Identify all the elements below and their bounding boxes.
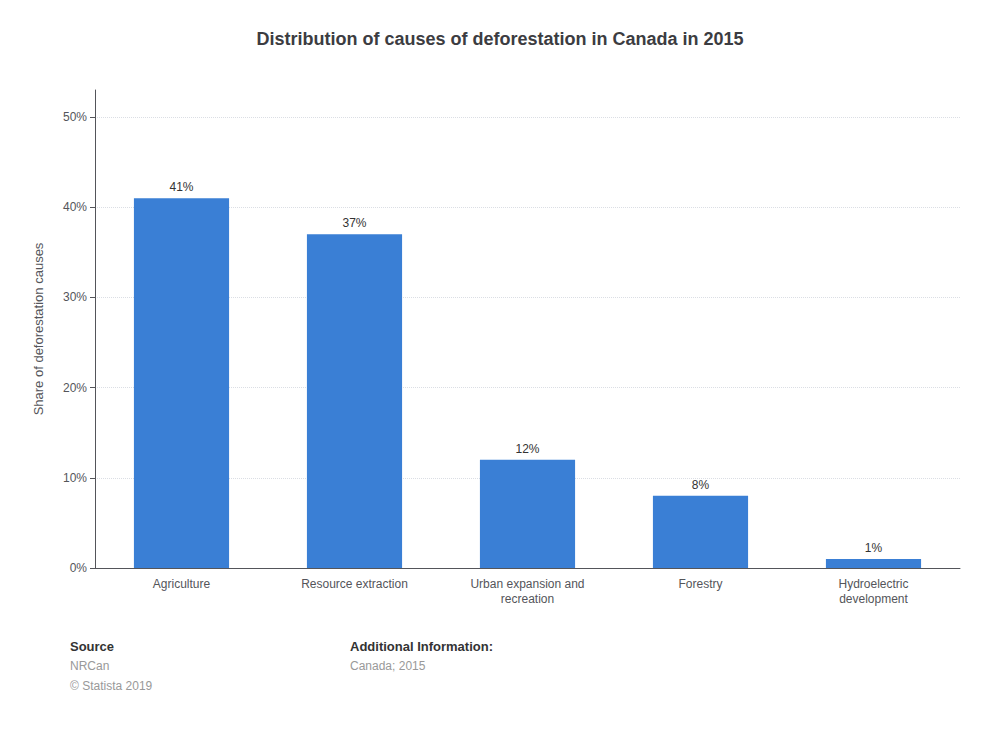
svg-text:development: development (839, 592, 908, 606)
svg-text:8%: 8% (692, 478, 710, 492)
svg-text:Canada; 2015: Canada; 2015 (350, 659, 426, 673)
svg-text:40%: 40% (63, 200, 87, 214)
svg-text:Resource extraction: Resource extraction (301, 577, 408, 591)
svg-text:Hydroelectric: Hydroelectric (838, 577, 908, 591)
svg-text:recreation: recreation (501, 592, 554, 606)
svg-text:41%: 41% (169, 180, 193, 194)
svg-text:37%: 37% (342, 216, 366, 230)
svg-text:Additional Information:: Additional Information: (350, 639, 493, 654)
svg-text:12%: 12% (515, 442, 539, 456)
svg-text:Agriculture: Agriculture (153, 577, 211, 591)
svg-text:30%: 30% (63, 290, 87, 304)
svg-text:Share of deforestation causes: Share of deforestation causes (31, 242, 46, 415)
svg-text:Source: Source (70, 639, 114, 654)
svg-text:Forestry: Forestry (678, 577, 722, 591)
svg-text:Distribution of causes of defo: Distribution of causes of deforestation … (256, 29, 743, 49)
svg-text:© Statista 2019: © Statista 2019 (70, 679, 153, 693)
svg-text:20%: 20% (63, 381, 87, 395)
svg-text:1%: 1% (865, 541, 883, 555)
svg-text:0%: 0% (70, 561, 88, 575)
svg-text:Urban expansion and: Urban expansion and (470, 577, 584, 591)
svg-text:50%: 50% (63, 110, 87, 124)
svg-text:10%: 10% (63, 471, 87, 485)
svg-text:NRCan: NRCan (70, 659, 109, 673)
